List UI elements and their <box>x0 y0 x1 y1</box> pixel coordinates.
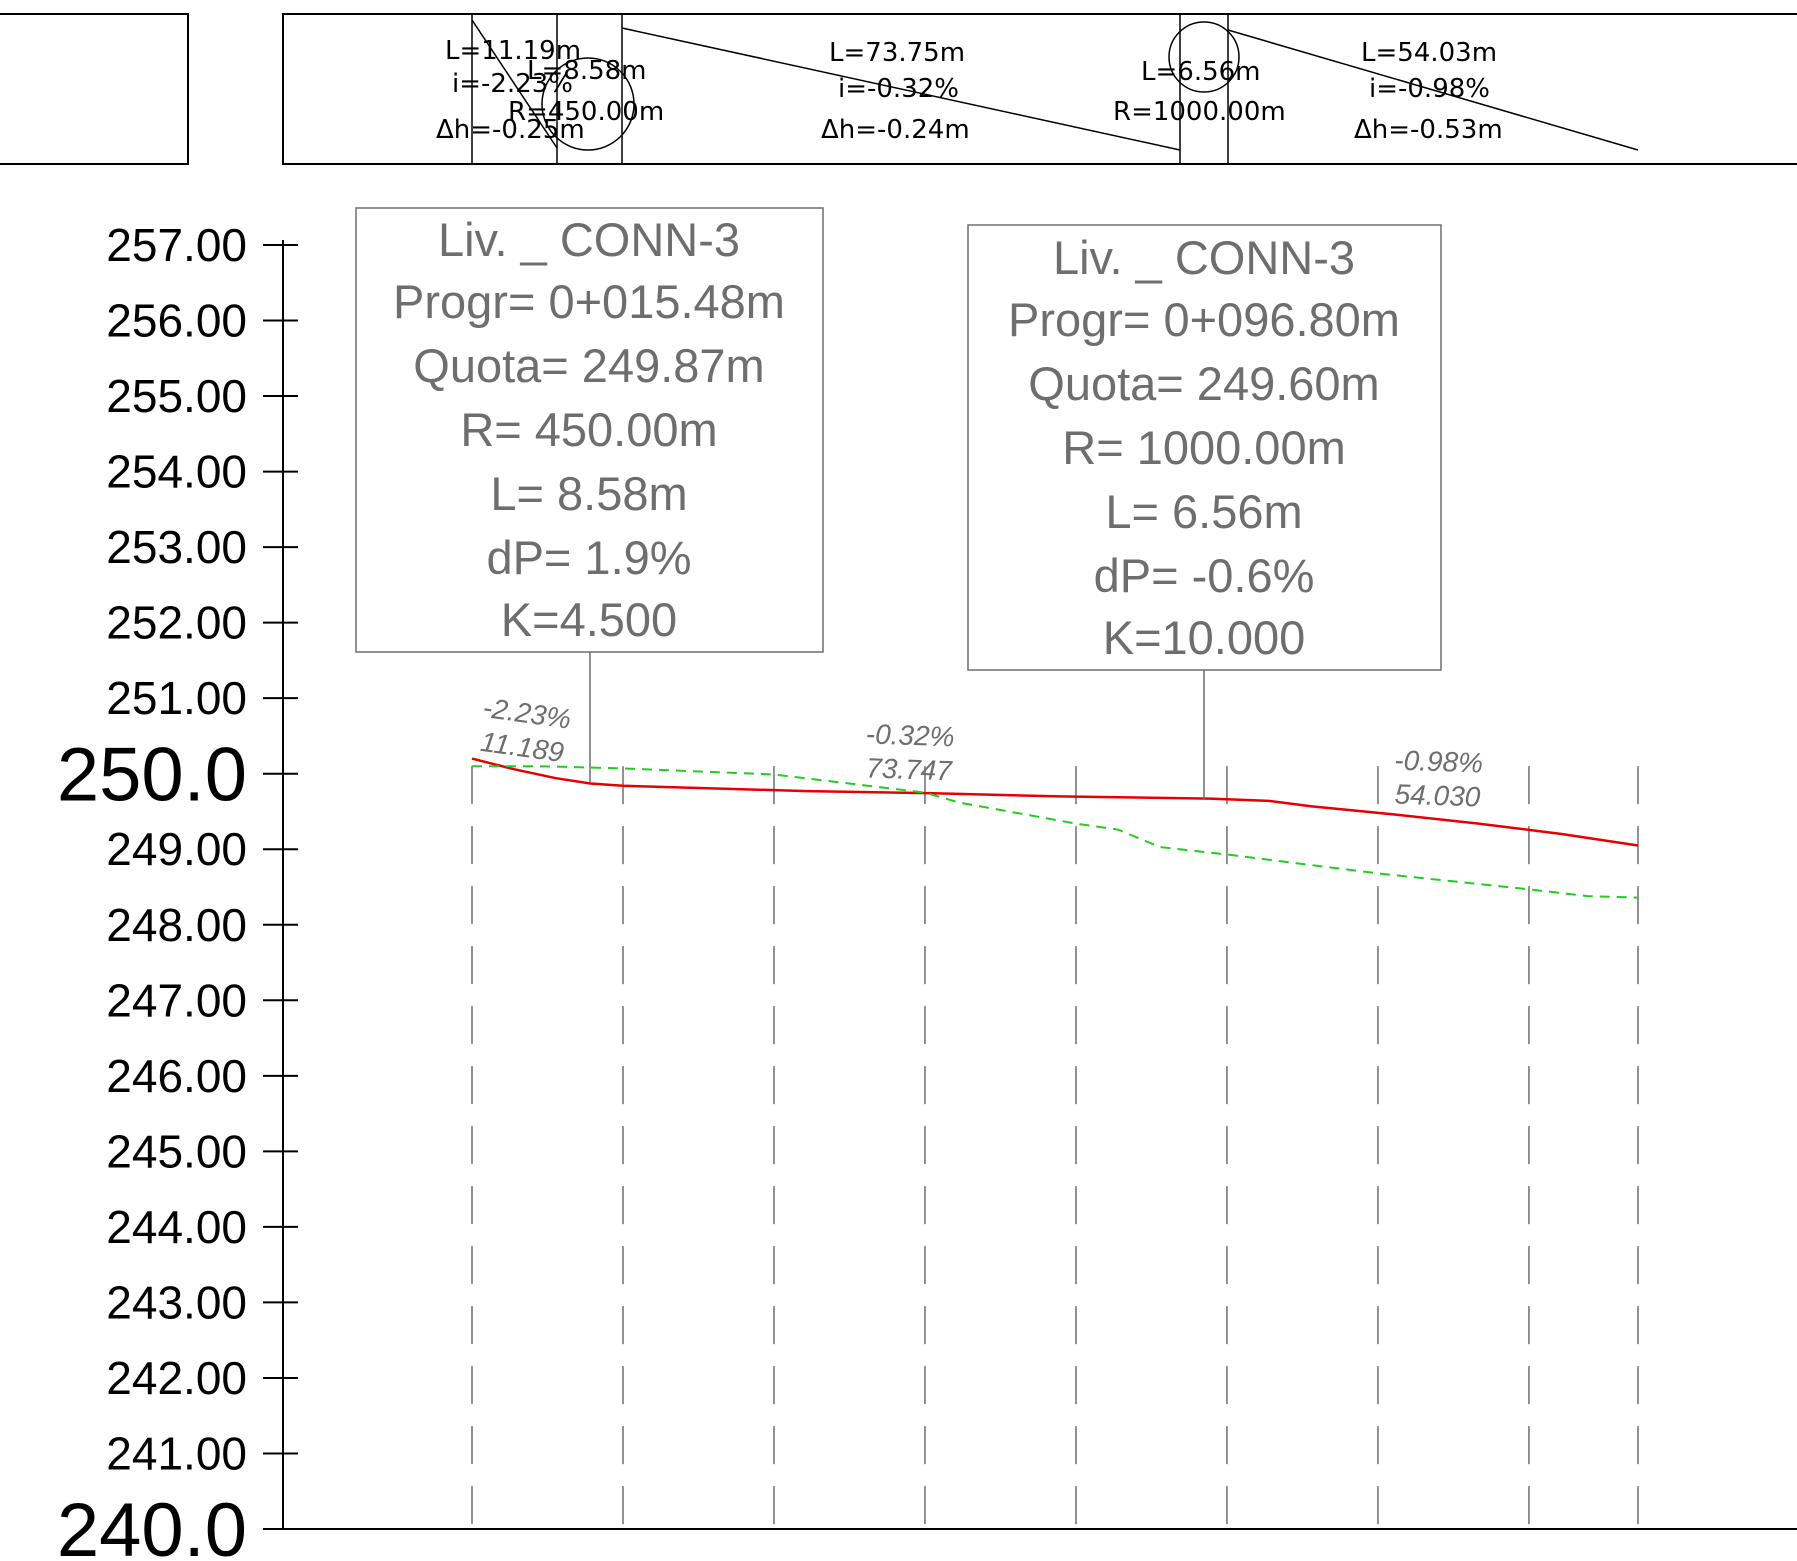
band-main-box <box>282 13 1797 165</box>
callout-2-line-2: Progr= 0+096.80m <box>1008 293 1400 346</box>
callout-1-line-5: L= 8.58m <box>490 467 687 520</box>
grade-label-slope: -0.98% <box>1394 745 1484 779</box>
grade-label: -0.32%73.747 <box>865 718 955 786</box>
y-tick-label: 246.00 <box>106 1050 247 1102</box>
y-tick-label: 252.00 <box>106 597 247 649</box>
band-seg2-slope: i=-0.32% <box>838 74 959 104</box>
grade-label-slope: -0.32% <box>865 718 955 752</box>
y-tick-label: 248.00 <box>106 899 247 951</box>
band-seg2-dh: Δh=-0.24m <box>821 115 970 145</box>
callout-2-line-7: K=10.000 <box>1103 611 1306 664</box>
callout-2-box <box>967 224 1442 671</box>
y-tick-label: 240.0 <box>57 1488 247 1561</box>
y-tick-label: 250.0 <box>57 733 247 818</box>
profile-series <box>471 757 1639 899</box>
callout-2-line-3: Quota= 249.60m <box>1028 357 1379 410</box>
callout-2-line-1: Liv. _ CONN-3 <box>1053 231 1355 284</box>
station-lines <box>471 766 1639 1529</box>
grade-label-length: 73.747 <box>866 752 954 786</box>
callout-1-line-3: Quota= 249.87m <box>413 339 764 392</box>
band-curve2-length: L=6.56m <box>1141 57 1261 87</box>
grade-label: -2.23%11.189 <box>479 692 573 768</box>
y-tick-label: 253.00 <box>106 521 247 573</box>
y-ticks: 257.00 256.00 255.00 254.00 253.00 252.00 251.… <box>57 219 298 1561</box>
callout-1-line-4: R= 450.00m <box>460 403 717 456</box>
y-tick-label: 241.00 <box>106 1427 247 1479</box>
segment-band: L=11.19m i=-2.23% Δh=-0.25m L=8.58m R=45… <box>0 13 1797 165</box>
y-tick-label: 256.00 <box>106 295 247 347</box>
band-curve-circle <box>541 57 635 151</box>
callout-1-line-2: Progr= 0+015.48m <box>393 275 785 328</box>
callout-1-line-1: Liv. _ CONN-3 <box>438 213 740 266</box>
band-seg3-slope: i=-0.98% <box>1369 74 1490 104</box>
grade-label: -0.98%54.030 <box>1394 745 1484 813</box>
grade-label-length: 54.030 <box>1394 779 1481 813</box>
band-curve2-radius: R=1000.00m <box>1113 97 1286 127</box>
band-seg2-length: L=73.75m <box>829 38 965 68</box>
y-tick-label: 254.00 <box>106 446 247 498</box>
callout-2-line-5: L= 6.56m <box>1105 485 1302 538</box>
y-tick-label: 255.00 <box>106 370 247 422</box>
band-curve-circle <box>1168 21 1240 93</box>
y-tick-label: 249.00 <box>106 823 247 875</box>
project-profile-line <box>471 757 1639 847</box>
y-tick-label: 243.00 <box>106 1276 247 1328</box>
y-tick-label: 247.00 <box>106 974 247 1026</box>
callout-1-box <box>355 207 824 653</box>
band-seg1-dh: Δh=-0.25m <box>436 115 585 145</box>
band-curve1-radius: R=450.00m <box>508 97 664 127</box>
band-seg3-length: L=54.03m <box>1361 38 1497 68</box>
y-tick-label: 257.00 <box>106 219 247 271</box>
band-seg3-dh: Δh=-0.53m <box>1354 115 1503 145</box>
band-seg1-slope: i=-2.23% <box>452 69 573 99</box>
y-tick-label: 242.00 <box>106 1352 247 1404</box>
y-tick-label: 244.00 <box>106 1201 247 1253</box>
callout-2: Liv. _ CONN-3 Progr= 0+096.80m Quota= 24… <box>967 224 1442 800</box>
callout-1-line-6: dP= 1.9% <box>486 531 691 584</box>
terrain-profile-line <box>472 765 1639 899</box>
callout-1: Liv. _ CONN-3 Progr= 0+015.48m Quota= 24… <box>355 207 824 782</box>
callout-1-line-7: K=4.500 <box>501 593 677 646</box>
band-seg1-length: L=11.19m <box>445 36 581 66</box>
callout-2-line-4: R= 1000.00m <box>1062 421 1346 474</box>
band-slope-diagonal <box>1227 29 1639 151</box>
y-tick-label: 251.00 <box>106 672 247 724</box>
y-axis: 257.00 256.00 255.00 254.00 253.00 252.00 251.… <box>57 219 1797 1561</box>
band-left-box <box>0 13 189 165</box>
y-tick-label: 245.00 <box>106 1125 247 1177</box>
band-slope-diagonal <box>621 27 1181 151</box>
band-curve1-length: L=8.58m <box>527 56 647 86</box>
band-slope-diagonal <box>471 19 558 149</box>
callout-2-line-6: dP= -0.6% <box>1094 549 1315 602</box>
